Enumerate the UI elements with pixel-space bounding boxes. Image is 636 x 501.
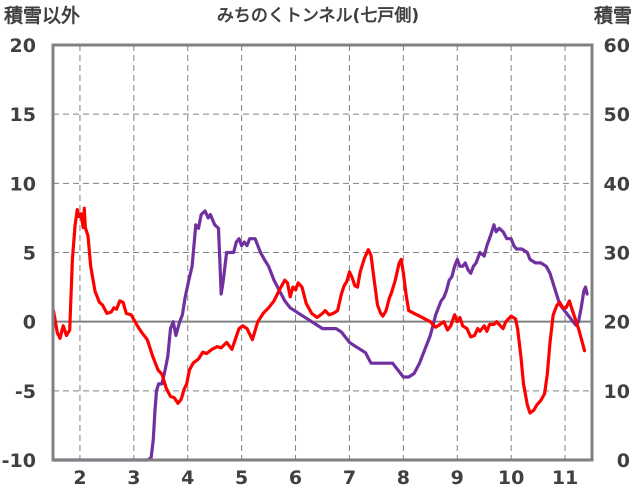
left-y-tick-label: 0 — [23, 312, 36, 334]
x-tick-label: 6 — [289, 467, 302, 489]
right-axis-label: 積雪 — [594, 4, 632, 27]
series-layer — [51, 206, 589, 462]
left-y-tick-labels: 20 15 10 5 0 -5 -10 — [2, 35, 36, 472]
x-tick-label: 2 — [73, 467, 86, 489]
left-y-tick-label: 15 — [10, 104, 36, 126]
right-y-tick-label: 20 — [604, 312, 630, 334]
right-y-tick-label: 30 — [604, 243, 630, 265]
grid — [53, 45, 592, 460]
x-tick-label: 7 — [343, 467, 356, 489]
x-tick-label: 11 — [552, 467, 578, 489]
left-y-tick-label: -10 — [2, 450, 36, 472]
right-axis-series-line — [51, 209, 589, 462]
left-y-tick-label: 20 — [10, 35, 36, 57]
right-y-tick-labels: 60 50 40 30 20 10 0 — [604, 35, 630, 472]
x-tick-label: 10 — [498, 467, 524, 489]
left-axis-series-line — [51, 206, 587, 415]
x-tick-label: 9 — [451, 467, 464, 489]
left-axis-label: 積雪以外 — [4, 4, 80, 27]
left-y-tick-label: 5 — [23, 243, 36, 265]
left-y-tick-label: 10 — [10, 173, 36, 195]
right-y-tick-label: 0 — [617, 450, 630, 472]
left-y-tick-label: -5 — [15, 381, 36, 403]
chart-title: みちのくトンネル(七戸側) — [217, 5, 419, 26]
plot-frame — [51, 43, 594, 462]
x-tick-label: 8 — [397, 467, 410, 489]
right-y-tick-label: 40 — [604, 173, 630, 195]
x-tick-label: 5 — [235, 467, 248, 489]
right-y-tick-label: 60 — [604, 35, 630, 57]
x-tick-label: 4 — [181, 467, 194, 489]
x-tick-label: 3 — [127, 467, 140, 489]
right-y-tick-label: 10 — [604, 381, 630, 403]
right-y-tick-label: 50 — [604, 104, 630, 126]
x-tick-labels: 2 3 4 5 6 7 8 9 10 11 — [73, 467, 578, 489]
